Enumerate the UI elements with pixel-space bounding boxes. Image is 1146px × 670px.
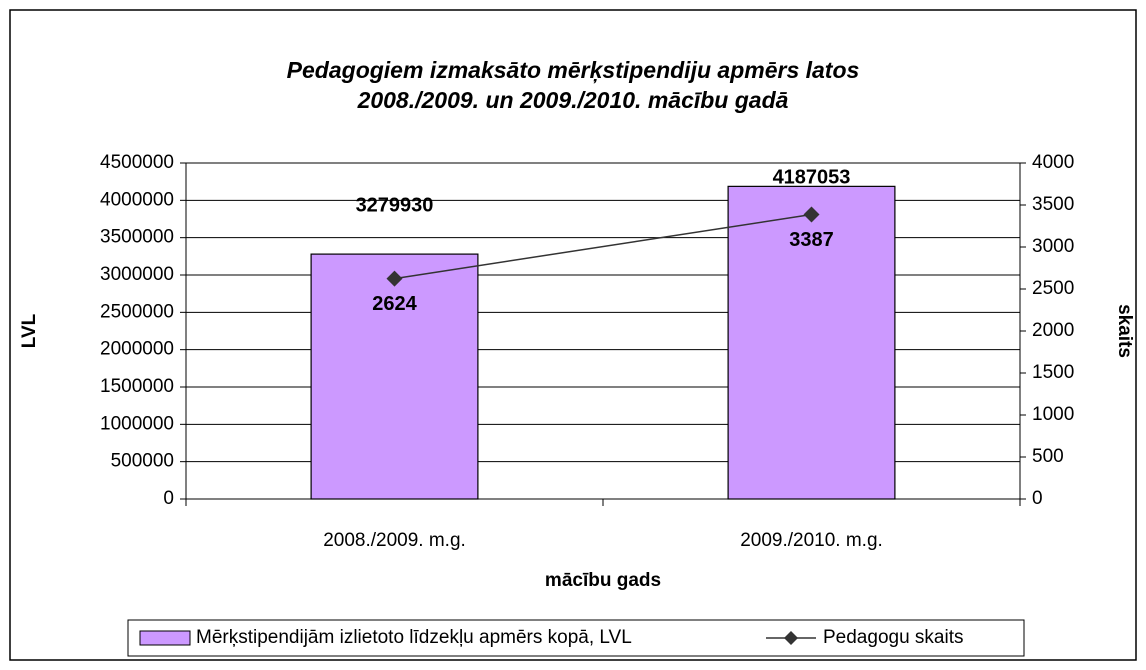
line <box>394 213 812 280</box>
y2-tick-label: 1500 <box>1032 362 1074 383</box>
legend-label: Mērķstipendijām izlietoto līdzekļu apmēr… <box>196 627 632 648</box>
y2-tick-label: 3500 <box>1032 194 1074 215</box>
y-tick-label: 0 <box>163 488 174 509</box>
y2-tick-label: 2000 <box>1032 320 1074 341</box>
y-tick-label: 4500000 <box>100 152 174 173</box>
y-tick-label: 4000000 <box>100 189 174 210</box>
chart-title: 2008./2009. un 2009./2010. mācību gadā <box>357 87 789 113</box>
x-axis-title: mācību gads <box>545 570 661 591</box>
data-label: 3279930 <box>356 194 434 216</box>
y-tick-label: 500000 <box>111 451 174 472</box>
y-tick-label: 1500000 <box>100 376 174 397</box>
data-label: 3387 <box>789 229 834 251</box>
chart-border <box>9 9 1137 661</box>
data-label: 4187053 <box>773 167 851 189</box>
legend-marker <box>784 631 798 645</box>
y-tick-label: 2000000 <box>100 339 174 360</box>
legend-swatch <box>139 630 191 646</box>
y-tick-label: 2500000 <box>100 301 174 322</box>
y2-tick-label: 3000 <box>1032 236 1074 257</box>
y2-tick-label: 500 <box>1032 446 1064 467</box>
y-axis-title: LVL <box>19 313 40 348</box>
chart-title: Pedagogiem izmaksāto mērķstipendiju apmē… <box>287 57 860 83</box>
legend-label: Pedagogu skaits <box>823 627 964 648</box>
y-tick-label: 3000000 <box>100 264 174 285</box>
y2-axis-title: skaits <box>1114 304 1135 358</box>
y-tick-label: 3500000 <box>100 227 174 248</box>
line-marker <box>386 270 403 287</box>
bar <box>727 185 896 500</box>
data-label: 2624 <box>372 293 417 315</box>
y2-tick-label: 2500 <box>1032 278 1074 299</box>
y-tick-label: 1000000 <box>100 413 174 434</box>
y2-tick-label: 1000 <box>1032 404 1074 425</box>
bar <box>310 253 479 500</box>
y2-tick-label: 0 <box>1032 488 1043 509</box>
line-marker <box>803 206 820 223</box>
x-tick-label: 2009./2010. m.g. <box>740 530 883 551</box>
x-tick-label: 2008./2009. m.g. <box>323 530 466 551</box>
y2-tick-label: 4000 <box>1032 152 1074 173</box>
legend-box <box>127 619 1025 657</box>
